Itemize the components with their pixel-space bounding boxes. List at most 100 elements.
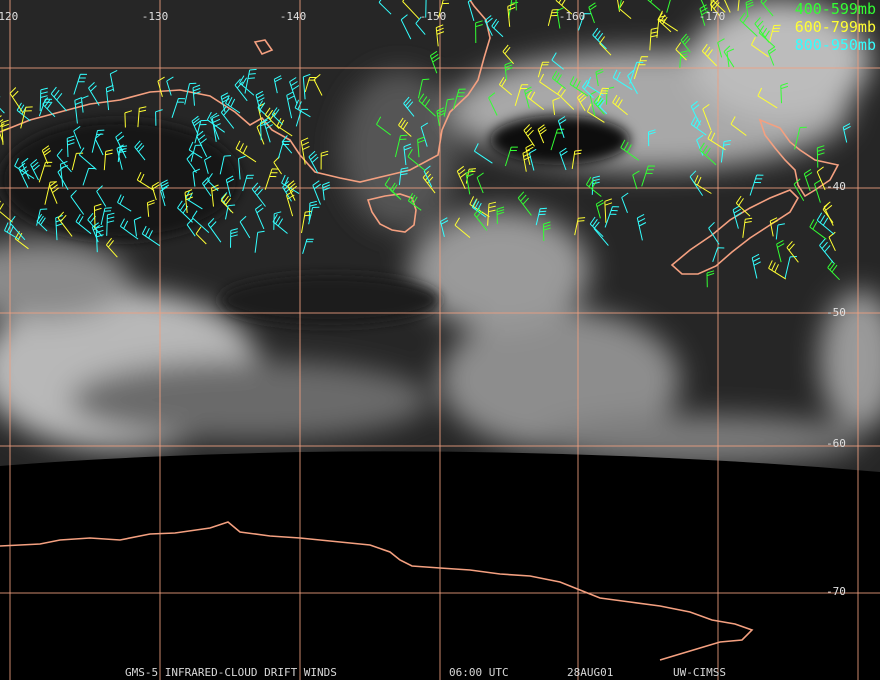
- wind-barb: [700, 0, 707, 11]
- wind-barb: [88, 82, 100, 106]
- wind-barb: [21, 157, 30, 180]
- wind-barb: [769, 24, 781, 43]
- wind-barb: [767, 46, 776, 66]
- new-zealand-south: [670, 189, 799, 275]
- wind-barb: [552, 97, 560, 115]
- wind-barb: [103, 149, 113, 171]
- wind-barb: [244, 68, 257, 94]
- wind-barb: [786, 240, 799, 263]
- wind-barb: [0, 200, 13, 223]
- wind-barb: [557, 116, 567, 138]
- wind-barb: [407, 148, 426, 172]
- longitude-label: -170: [699, 10, 726, 23]
- wind-barb: [679, 50, 688, 68]
- wind-barb: [559, 147, 568, 171]
- wind-barb: [186, 218, 196, 237]
- wind-barb: [597, 87, 610, 102]
- wind-barb: [264, 168, 279, 190]
- latitude-label: -60: [826, 437, 846, 450]
- wind-barb: [491, 18, 504, 38]
- wind-barb: [816, 166, 826, 191]
- wind-barb: [517, 191, 532, 216]
- wind-barb: [403, 96, 415, 117]
- wind-barb: [745, 0, 754, 17]
- wind-barb: [556, 7, 565, 29]
- wind-barb: [742, 217, 753, 238]
- wind-barb: [225, 175, 235, 197]
- wind-barb: [304, 77, 317, 93]
- wind-barb: [473, 207, 488, 231]
- wind-barb: [70, 189, 85, 215]
- wind-barb: [141, 225, 160, 247]
- wind-barb: [633, 56, 649, 80]
- wind-barb: [100, 207, 112, 226]
- wind-barb: [498, 76, 513, 96]
- wind-barb: [522, 149, 532, 172]
- wind-barb: [264, 107, 280, 129]
- wind-barb: [117, 194, 132, 212]
- wind-barb: [699, 4, 709, 26]
- wind-barb: [207, 217, 222, 243]
- wind-barb: [66, 135, 75, 158]
- wind-barb: [184, 82, 197, 105]
- wind-barb: [666, 0, 671, 13]
- longitude-label: -140: [280, 10, 307, 23]
- wind-barb: [488, 92, 498, 116]
- wind-barb: [730, 116, 747, 136]
- wind-barb: [443, 98, 455, 117]
- wind-barb: [690, 116, 707, 136]
- wind-barb: [201, 177, 212, 197]
- wind-barb: [586, 103, 605, 123]
- legend: 400-599mb 600-799mb 800-950mb: [795, 0, 876, 54]
- wind-barb: [238, 155, 246, 180]
- wind-barb: [308, 150, 319, 173]
- wind-barb: [239, 75, 255, 96]
- wind-barb: [195, 226, 207, 245]
- wind-barb: [255, 90, 265, 113]
- wind-barb: [286, 91, 295, 119]
- wind-barb: [599, 36, 612, 56]
- wind-barb: [591, 175, 601, 195]
- wind-barb: [435, 24, 445, 47]
- wind-barb: [73, 125, 82, 149]
- wind-barb: [211, 184, 219, 207]
- wind-barb: [109, 69, 118, 92]
- wind-barb: [308, 206, 320, 225]
- wind-barb: [425, 0, 427, 18]
- wind-barb: [211, 114, 221, 142]
- wind-barb: [620, 139, 640, 161]
- wind-barb: [803, 168, 813, 192]
- wind-barb: [207, 173, 219, 192]
- wind-barb: [551, 70, 566, 89]
- wind-barb: [475, 20, 483, 44]
- wind-barb: [827, 260, 840, 281]
- wind-barb: [313, 74, 323, 96]
- wind-barb: [648, 129, 656, 147]
- wind-barb: [632, 170, 640, 190]
- wind-barb: [119, 218, 139, 240]
- wind-barb: [699, 142, 717, 166]
- wind-barb: [710, 0, 712, 12]
- wind-barb: [739, 12, 758, 37]
- wind-barb: [44, 181, 57, 205]
- wind-barb: [322, 181, 331, 201]
- wind-barb: [9, 215, 26, 241]
- wind-barb: [133, 216, 142, 237]
- wind-barb: [471, 199, 487, 218]
- wind-barb: [604, 206, 620, 228]
- footer-source: GMS-5 INFRARED-CLOUD DRIFT WINDS: [125, 666, 337, 679]
- wind-barb: [793, 178, 805, 202]
- wind-barb: [417, 78, 430, 99]
- wind-barb: [415, 16, 426, 35]
- wind-barb: [776, 239, 785, 263]
- wind-barb: [196, 130, 208, 158]
- wind-barb: [417, 136, 426, 158]
- wind-barb: [502, 44, 514, 65]
- wind-barb: [157, 76, 165, 97]
- wind-barb: [828, 231, 836, 252]
- wind-barb: [595, 68, 604, 87]
- longitude-label: -160: [559, 10, 586, 23]
- wind-barb: [204, 155, 212, 174]
- wind-barb: [454, 217, 471, 238]
